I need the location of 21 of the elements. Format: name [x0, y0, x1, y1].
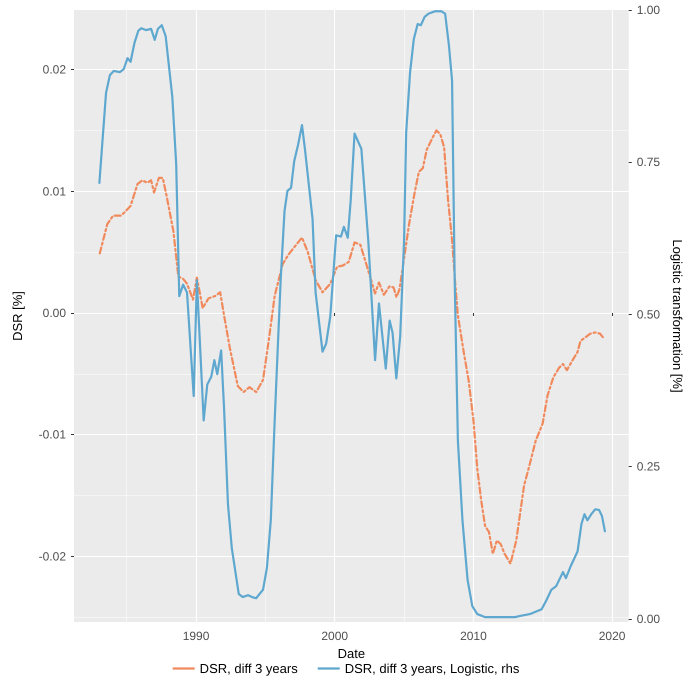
y2-tick-label: 0.50 [636, 307, 660, 322]
x-tick-label: 1990 [182, 629, 210, 643]
x-tick-label: 2010 [460, 629, 488, 643]
y2-axis-title: Logistic transformation [%] [670, 239, 685, 393]
y2-tick-label: 1.00 [636, 3, 660, 17]
line-series [98, 129, 606, 565]
y2-tick-label: 0.75 [636, 155, 660, 170]
y-tick-label: 0.00 [42, 306, 66, 320]
y-tick-label: 0.02 [42, 62, 66, 77]
y2-tick-label: 0.25 [636, 460, 660, 474]
y-tick-label: -0.01 [38, 428, 66, 442]
y-tick-label: -0.02 [38, 549, 66, 564]
y-axis-title: DSR [%] [10, 291, 25, 341]
x-tick-label: 2000 [321, 629, 348, 643]
y-tick-label: 0.01 [42, 184, 66, 198]
x-tick-label: 2020 [598, 629, 626, 643]
legend-label: DSR, diff 3 years [200, 661, 298, 676]
x-axis-title: Date [338, 646, 366, 661]
legend-label: DSR, diff 3 years, Logistic, rhs [344, 661, 520, 676]
line-series [98, 10, 606, 618]
y2-tick-label: 0.00 [636, 612, 660, 626]
